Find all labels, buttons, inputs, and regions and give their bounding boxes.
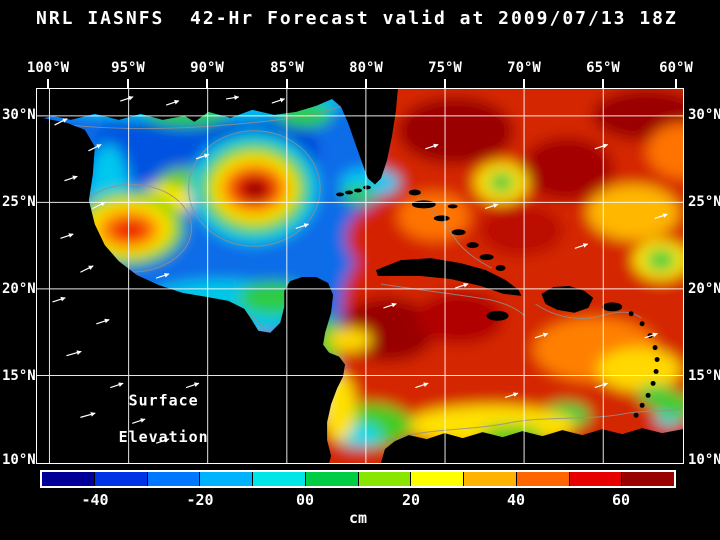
lon-tick <box>675 79 677 88</box>
lat-label-10n-left: 10°N <box>2 452 36 468</box>
lat-label-30n-left: 30°N <box>2 107 36 123</box>
colorbar-segment <box>253 472 306 486</box>
colorbar-tick-20: 20 <box>401 491 421 509</box>
lat-label-20n-right: 20°N <box>688 281 720 297</box>
colorbar-segment <box>200 472 253 486</box>
colorbar <box>40 470 676 488</box>
colorbar-segment <box>42 472 95 486</box>
colorbar-segment <box>305 472 359 486</box>
lat-label-30n-right: 30°N <box>688 107 720 123</box>
plot-title: NRL IASNFS 42-Hr Forecast valid at 2009/… <box>36 8 678 29</box>
lon-tick <box>365 79 367 88</box>
lat-label-10n-right: 10°N <box>688 452 720 468</box>
overlay-label-surface: Surface <box>129 391 199 409</box>
colorbar-tick-60: 60 <box>611 491 631 509</box>
lon-tick <box>206 79 208 88</box>
colorbar-segment <box>464 472 517 486</box>
colorbar-tick-neg20: -20 <box>186 491 214 509</box>
land-mask <box>37 89 683 463</box>
lon-label-85w: 85°W <box>270 60 304 76</box>
lon-tick <box>523 79 525 88</box>
colorbar-segment <box>569 472 623 486</box>
lon-label-60w: 60°W <box>659 60 693 76</box>
colorbar-tick-neg40: -40 <box>81 491 109 509</box>
lat-label-25n-right: 25°N <box>688 194 720 210</box>
lon-tick <box>286 79 288 88</box>
colorbar-segment <box>358 472 412 486</box>
lon-label-95w: 95°W <box>111 60 145 76</box>
lon-label-75w: 75°W <box>428 60 462 76</box>
lon-label-70w: 70°W <box>507 60 541 76</box>
colorbar-tick-40: 40 <box>506 491 526 509</box>
lon-label-100w: 100°W <box>26 60 70 76</box>
overlay-label-elevation: Elevation <box>119 428 209 446</box>
colorbar-segment <box>411 472 464 486</box>
lon-label-80w: 80°W <box>349 60 383 76</box>
velocity-vector-arrows <box>52 95 668 444</box>
map-area: Surface Elevation <box>36 88 684 464</box>
lon-tick <box>444 79 446 88</box>
lon-label-90w: 90°W <box>190 60 224 76</box>
colorbar-segment <box>516 472 570 486</box>
colorbar-tick-00: 00 <box>295 491 315 509</box>
graticule-gridlines <box>37 89 683 463</box>
lon-label-65w: 65°W <box>586 60 620 76</box>
colorbar-segment <box>622 472 674 486</box>
colorbar-segment <box>147 472 201 486</box>
lon-tick <box>127 79 129 88</box>
lon-tick <box>602 79 604 88</box>
lat-label-25n-left: 25°N <box>2 194 36 210</box>
lat-label-20n-left: 20°N <box>2 281 36 297</box>
lon-tick <box>47 79 49 88</box>
lat-label-15n-left: 15°N <box>2 368 36 384</box>
lat-label-15n-right: 15°N <box>688 368 720 384</box>
map-canvas: Surface Elevation <box>37 89 683 463</box>
colorbar-segment <box>94 472 148 486</box>
colorbar-unit-label: cm <box>348 509 368 527</box>
